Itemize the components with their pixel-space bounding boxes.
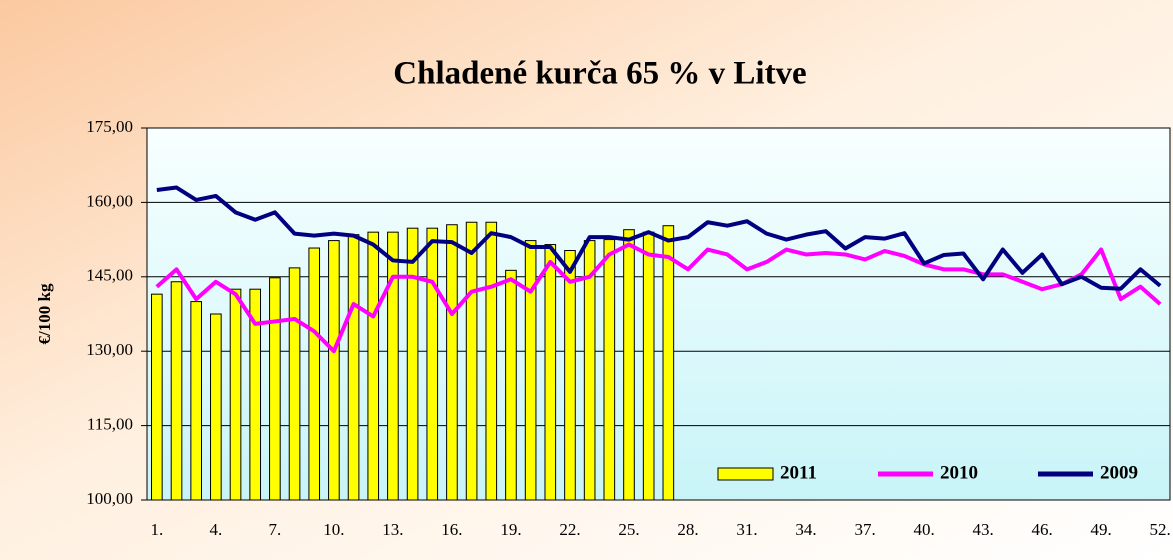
bar — [151, 293, 163, 501]
y-tick-label: 160,00 — [86, 191, 133, 210]
bar — [485, 221, 498, 501]
x-tick-label: 4. — [209, 520, 222, 539]
bar — [603, 239, 616, 501]
x-tick-label: 10. — [323, 520, 344, 539]
bar — [210, 313, 222, 501]
bar — [524, 240, 537, 501]
bar — [328, 240, 340, 501]
line — [156, 185, 1162, 291]
bar — [505, 269, 517, 501]
x-tick-label: 43. — [972, 520, 993, 539]
bar — [564, 250, 576, 501]
bar — [170, 281, 183, 501]
x-tick-label: 31. — [736, 520, 757, 539]
bar — [426, 227, 439, 501]
x-tick-label: 13. — [382, 520, 403, 539]
x-tick-label: 28. — [677, 520, 698, 539]
line — [155, 242, 1162, 354]
bar — [446, 224, 458, 501]
x-tick-label: 7. — [269, 520, 282, 539]
x-tick-label: 34. — [795, 520, 816, 539]
y-axis-label: €/100 kg — [35, 283, 54, 344]
bar — [269, 277, 281, 501]
bar — [662, 225, 675, 501]
y-tick-label: 100,00 — [86, 489, 133, 508]
x-tick-label: 1. — [150, 520, 163, 539]
plot-area — [147, 128, 1170, 500]
x-tick-label: 37. — [854, 520, 875, 539]
legend-swatch — [717, 467, 774, 481]
bar — [229, 288, 242, 501]
bar — [190, 301, 202, 501]
bar — [406, 227, 419, 501]
x-tick-label: 22. — [559, 520, 580, 539]
legend-label: 2011 — [780, 462, 817, 483]
x-tick-label: 19. — [500, 520, 521, 539]
y-tick-label: 130,00 — [86, 340, 133, 359]
bar — [642, 231, 655, 501]
bar — [387, 231, 399, 501]
y-tick-label: 145,00 — [86, 266, 133, 285]
plot-border — [146, 127, 1171, 501]
x-tick-label: 25. — [618, 520, 639, 539]
y-tick-label: 175,00 — [86, 117, 133, 136]
x-tick-label: 49. — [1091, 520, 1112, 539]
legend-label: 2009 — [1100, 462, 1138, 483]
bar — [308, 247, 321, 501]
bar — [623, 229, 635, 501]
legend-label: 2010 — [940, 462, 978, 483]
x-tick-label: 52. — [1150, 520, 1171, 539]
chart-title: Chladené kurča 65 % v Litve — [393, 56, 806, 92]
bar — [544, 244, 557, 501]
x-tick-label: 16. — [441, 520, 462, 539]
bar — [347, 234, 360, 501]
y-tick-label: 115,00 — [87, 415, 133, 434]
bar — [367, 231, 380, 501]
bar — [465, 221, 478, 501]
bar — [288, 267, 301, 501]
x-tick-label: 40. — [913, 520, 934, 539]
x-tick-label: 46. — [1032, 520, 1053, 539]
